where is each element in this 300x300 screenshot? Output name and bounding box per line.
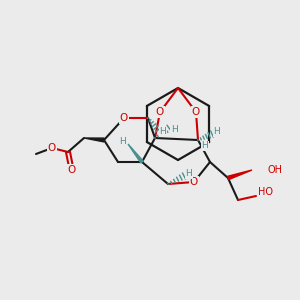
Text: O: O [120, 113, 128, 123]
Text: H: H [202, 142, 208, 151]
Text: H: H [160, 128, 167, 136]
Polygon shape [84, 138, 104, 142]
Text: H: H [214, 128, 220, 136]
Text: HO: HO [258, 187, 273, 197]
Polygon shape [227, 170, 252, 180]
Text: H: H [186, 169, 192, 178]
Polygon shape [128, 144, 143, 163]
Text: O: O [190, 177, 198, 187]
Text: H: H [120, 137, 126, 146]
Text: O: O [192, 107, 200, 117]
Text: O: O [48, 143, 56, 153]
Text: H: H [171, 125, 177, 134]
Text: OH: OH [268, 165, 283, 175]
Text: O: O [68, 165, 76, 175]
Text: O: O [156, 107, 164, 117]
